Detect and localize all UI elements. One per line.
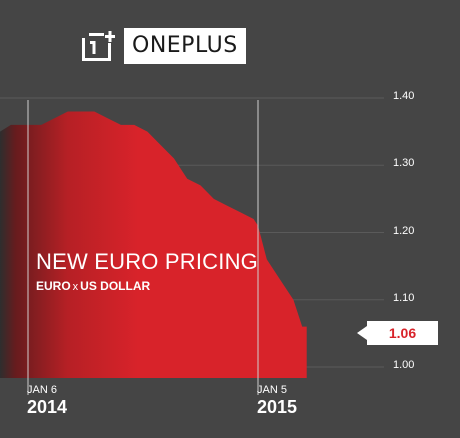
subtitle-separator: x — [72, 281, 79, 293]
subtitle-left: EURO — [36, 279, 71, 293]
y-tick-label: 1.40 — [393, 90, 415, 102]
y-tick-label: 1.00 — [393, 359, 415, 371]
chart-subtitle: EURO x US DOLLAR — [36, 279, 150, 293]
y-tick-label: 1.20 — [393, 224, 415, 237]
y-tick-label: 1.30 — [393, 157, 415, 170]
area-series — [0, 111, 307, 378]
x-tick-month: JAN 6 — [27, 384, 57, 396]
x-tick-label: JAN 6 2014 — [27, 384, 67, 418]
x-tick-year: 2014 — [27, 397, 68, 417]
subtitle-right: US DOLLAR — [80, 279, 151, 293]
x-tick-year: 2015 — [257, 397, 298, 417]
y-tick-label: 1.10 — [393, 291, 415, 304]
x-tick-label: JAN 5 2015 — [257, 384, 297, 418]
callout-pointer — [357, 326, 367, 340]
brand-logo: ONEPLUS — [80, 28, 246, 64]
brand-name: ONEPLUS — [124, 28, 246, 64]
x-tick-month: JAN 5 — [257, 384, 287, 396]
current-value-callout: 1.06 — [367, 321, 438, 345]
chart-title: NEW EURO PRICING — [36, 249, 258, 274]
oneplus-logo-icon — [80, 28, 118, 64]
